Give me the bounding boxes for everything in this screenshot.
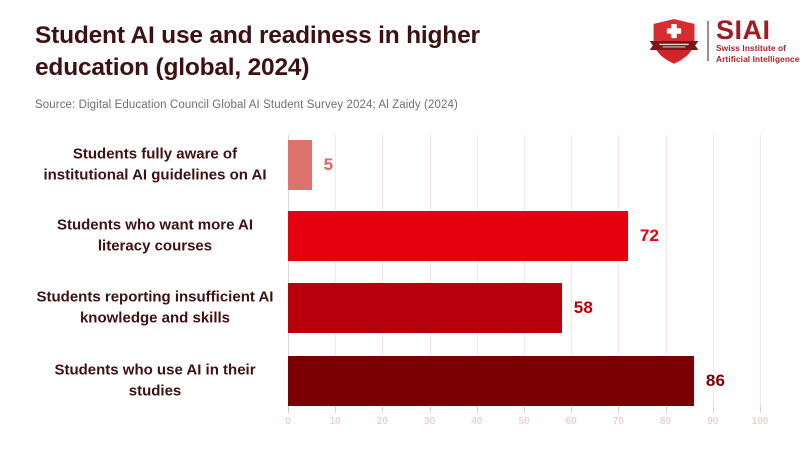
logo-text: SIAI Swiss Institute of Artificial Intel…	[716, 14, 800, 64]
gridline	[476, 135, 478, 406]
gridline	[335, 135, 337, 406]
gridline	[429, 135, 431, 406]
gridline	[618, 135, 620, 406]
gridline	[571, 135, 573, 406]
gridline	[712, 135, 714, 406]
plot-area: 0 10 20 30 40 50 60 70 80 90 100 5 72 58 86	[285, 135, 768, 427]
x-tick-label: 30	[424, 416, 436, 427]
x-tick-label: 100	[751, 416, 769, 427]
siai-logo: SIAI Swiss Institute of Artificial Intel…	[648, 16, 799, 66]
logo-divider	[707, 21, 709, 61]
logo-acronym: SIAI	[716, 14, 771, 45]
x-tick-label: 90	[707, 416, 719, 427]
swiss-shield-icon	[648, 16, 700, 66]
chart-title: Student AI use and readiness in higher e…	[35, 22, 480, 82]
x-tick-mark	[476, 406, 478, 413]
x-tick-mark	[618, 406, 620, 413]
x-tick-mark	[665, 406, 667, 413]
x-tick-mark	[524, 406, 525, 413]
category-label: Students fully aware of institutional AI…	[43, 145, 267, 183]
x-tick-label: 50	[518, 416, 530, 427]
bar	[288, 211, 628, 261]
x-tick-mark	[335, 406, 337, 413]
gridline	[760, 135, 761, 406]
x-tick-mark	[429, 406, 431, 413]
category-label: Students reporting insufficient AI knowl…	[36, 288, 274, 326]
logo-name-line2: Artificial Intelligence	[716, 53, 800, 64]
gridline	[288, 135, 289, 406]
category-label: Students who want more AI literacy cours…	[56, 216, 254, 254]
category-labels: Students fully aware of institutional AI…	[30, 135, 280, 406]
logo-name-line1: Swiss Institute of	[716, 43, 787, 54]
x-tick-label: 40	[471, 416, 483, 427]
x-tick-mark	[382, 406, 384, 413]
gridline	[524, 135, 525, 406]
source-citation: Source: Digital Education Council Global…	[35, 99, 458, 111]
x-tick-mark	[571, 406, 573, 413]
value-label: 5	[323, 155, 334, 174]
gridline	[382, 135, 384, 406]
x-tick-label: 0	[285, 416, 291, 427]
x-tick-mark	[712, 406, 714, 413]
category-label: Students who use AI in their studies	[54, 361, 256, 399]
value-label: 72	[639, 226, 660, 245]
value-label: 86	[705, 371, 726, 390]
x-tick-label: 70	[612, 416, 624, 427]
bar	[288, 356, 694, 406]
x-tick-label: 80	[660, 416, 672, 427]
x-tick-label: 60	[565, 416, 577, 427]
x-tick-mark	[288, 406, 289, 413]
bar	[288, 140, 312, 190]
x-tick-label: 10	[329, 416, 341, 427]
x-tick-mark	[760, 406, 761, 413]
x-tick-label: 20	[376, 416, 388, 427]
bar	[288, 283, 562, 333]
value-label: 58	[573, 298, 594, 317]
gridline	[665, 135, 667, 406]
